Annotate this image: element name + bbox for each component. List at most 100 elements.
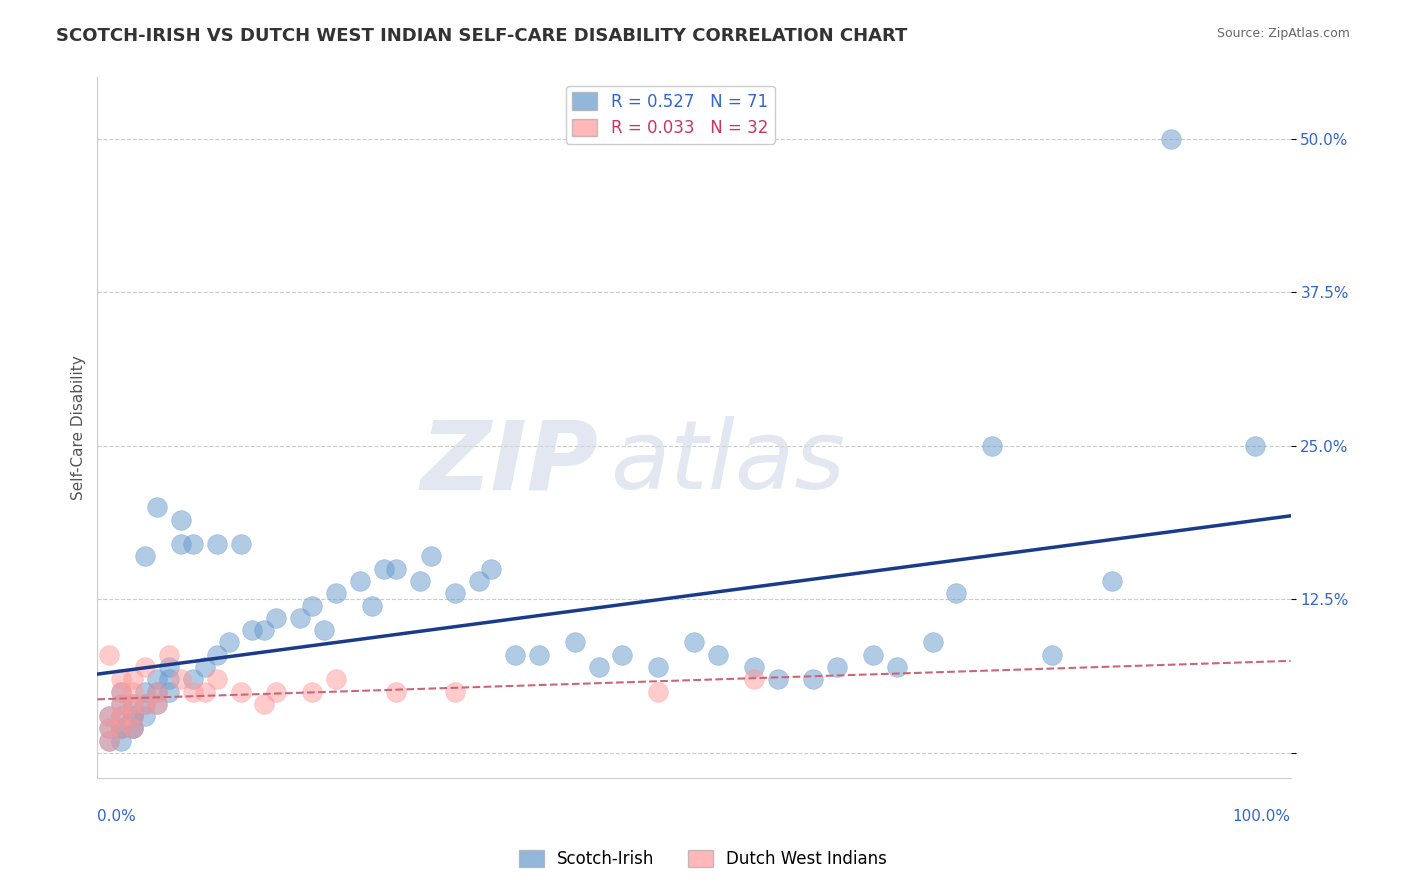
Point xyxy=(110,709,132,723)
Point xyxy=(146,697,169,711)
Point xyxy=(181,537,204,551)
Point xyxy=(134,684,156,698)
Point xyxy=(588,660,610,674)
Text: Source: ZipAtlas.com: Source: ZipAtlas.com xyxy=(1216,27,1350,40)
Point xyxy=(266,684,288,698)
Point xyxy=(1040,648,1063,662)
Point xyxy=(981,439,1004,453)
Point xyxy=(301,599,323,613)
Text: 100.0%: 100.0% xyxy=(1233,809,1291,824)
Point xyxy=(266,611,288,625)
Point xyxy=(134,697,156,711)
Point xyxy=(122,673,145,687)
Point xyxy=(384,562,406,576)
Point xyxy=(229,537,252,551)
Text: 0.0%: 0.0% xyxy=(97,809,136,824)
Point xyxy=(134,697,156,711)
Point xyxy=(325,673,347,687)
Point xyxy=(110,722,132,736)
Point xyxy=(312,623,335,637)
Point xyxy=(146,684,169,698)
Point xyxy=(1243,439,1265,453)
Point xyxy=(205,537,228,551)
Point xyxy=(862,648,884,662)
Point xyxy=(527,648,550,662)
Point xyxy=(945,586,967,600)
Legend: R = 0.527   N = 71, R = 0.033   N = 32: R = 0.527 N = 71, R = 0.033 N = 32 xyxy=(565,86,775,144)
Point xyxy=(122,709,145,723)
Point xyxy=(122,697,145,711)
Point xyxy=(349,574,371,588)
Point xyxy=(766,673,789,687)
Y-axis label: Self-Care Disability: Self-Care Disability xyxy=(72,355,86,500)
Point xyxy=(325,586,347,600)
Point xyxy=(742,660,765,674)
Point xyxy=(647,684,669,698)
Point xyxy=(146,697,169,711)
Point xyxy=(253,697,276,711)
Point xyxy=(170,537,193,551)
Point xyxy=(134,549,156,564)
Point xyxy=(181,673,204,687)
Point xyxy=(122,709,145,723)
Point xyxy=(146,500,169,515)
Point xyxy=(122,722,145,736)
Point xyxy=(98,733,121,747)
Point xyxy=(110,673,132,687)
Point xyxy=(122,709,145,723)
Point xyxy=(157,648,180,662)
Point xyxy=(444,684,467,698)
Point xyxy=(886,660,908,674)
Point xyxy=(801,673,824,687)
Point xyxy=(479,562,502,576)
Point xyxy=(122,722,145,736)
Point xyxy=(98,709,121,723)
Point xyxy=(157,660,180,674)
Point xyxy=(110,697,132,711)
Point xyxy=(707,648,730,662)
Point xyxy=(170,513,193,527)
Point xyxy=(146,684,169,698)
Point xyxy=(647,660,669,674)
Point xyxy=(157,684,180,698)
Point xyxy=(110,684,132,698)
Point xyxy=(1101,574,1123,588)
Point xyxy=(122,722,145,736)
Point xyxy=(134,709,156,723)
Text: ZIP: ZIP xyxy=(420,416,599,509)
Point xyxy=(98,722,121,736)
Point xyxy=(503,648,526,662)
Point xyxy=(444,586,467,600)
Point xyxy=(468,574,491,588)
Point xyxy=(98,722,121,736)
Point xyxy=(170,673,193,687)
Text: SCOTCH-IRISH VS DUTCH WEST INDIAN SELF-CARE DISABILITY CORRELATION CHART: SCOTCH-IRISH VS DUTCH WEST INDIAN SELF-C… xyxy=(56,27,908,45)
Point xyxy=(98,648,121,662)
Point xyxy=(408,574,430,588)
Point xyxy=(194,660,217,674)
Point xyxy=(134,660,156,674)
Point xyxy=(110,684,132,698)
Point xyxy=(110,709,132,723)
Point xyxy=(229,684,252,698)
Point xyxy=(98,733,121,747)
Point xyxy=(242,623,264,637)
Point xyxy=(110,697,132,711)
Point xyxy=(110,722,132,736)
Point xyxy=(194,684,217,698)
Point xyxy=(110,733,132,747)
Point xyxy=(564,635,586,649)
Point xyxy=(218,635,240,649)
Point xyxy=(301,684,323,698)
Point xyxy=(373,562,395,576)
Point xyxy=(122,684,145,698)
Point xyxy=(122,697,145,711)
Point xyxy=(205,648,228,662)
Point xyxy=(181,684,204,698)
Point xyxy=(921,635,943,649)
Text: atlas: atlas xyxy=(610,416,845,509)
Point xyxy=(420,549,443,564)
Point xyxy=(384,684,406,698)
Point xyxy=(683,635,706,649)
Point xyxy=(290,611,312,625)
